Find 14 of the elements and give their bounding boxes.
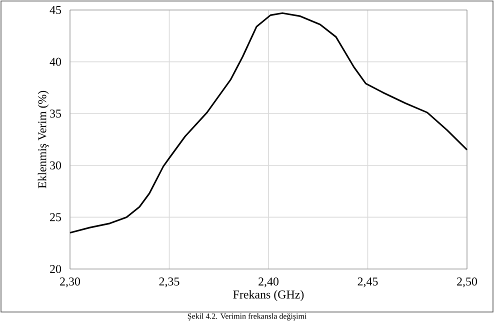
y-tick-label: 45 [50, 6, 62, 14]
y-axis-title: Eklenmiş Verim (%) [38, 90, 49, 188]
x-tick-label: 2,50 [457, 278, 478, 288]
y-tick-label: 20 [50, 264, 62, 274]
x-tick-label: 2,40 [258, 278, 278, 288]
x-tick-label: 2,30 [60, 278, 80, 288]
line-series [69, 12, 468, 234]
y-tick-label: 40 [50, 58, 62, 66]
x-axis-title: Frekans (GHz) [233, 290, 304, 301]
y-tick-label: 30 [50, 161, 62, 170]
x-tick-label: 2,45 [358, 277, 378, 288]
y-tick-label: 35 [50, 110, 62, 118]
y-tick-label: 25 [50, 213, 62, 222]
x-tick-label: 2,35 [159, 277, 180, 288]
